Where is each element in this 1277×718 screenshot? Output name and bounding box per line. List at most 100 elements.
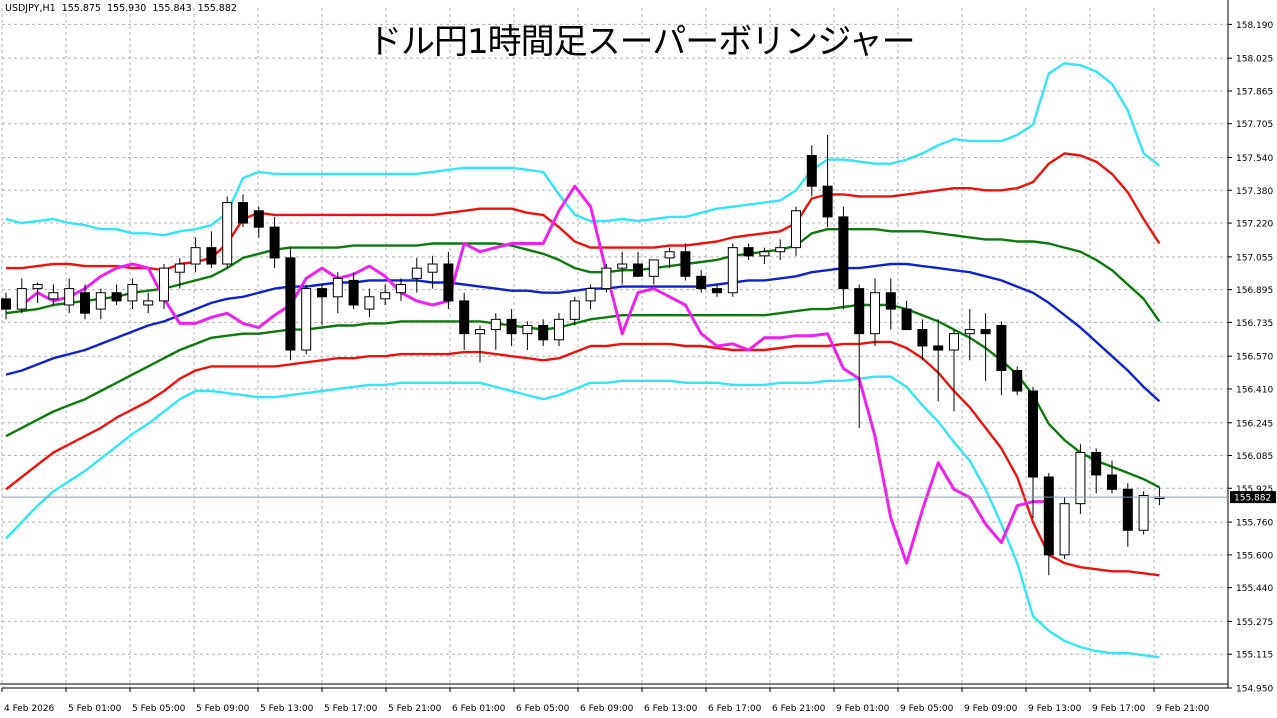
candle xyxy=(996,321,1007,396)
candle-body-bear xyxy=(743,247,754,257)
candle-body-bull xyxy=(490,318,501,331)
candle xyxy=(490,313,501,351)
y-tick-label: 158.190 xyxy=(1236,21,1273,31)
candle-body-bear xyxy=(1043,476,1054,556)
candle xyxy=(443,251,454,310)
candle xyxy=(522,321,533,351)
symbol-info-bar: USDJPY,H1 155.875 155.930 155.843 155.88… xyxy=(5,3,240,14)
candle xyxy=(111,284,122,305)
candle xyxy=(980,313,991,381)
candle xyxy=(348,272,359,310)
candle-body-bull xyxy=(143,300,154,306)
candle-body-bull xyxy=(648,259,659,277)
candle-body-bull xyxy=(759,251,770,257)
current-price-label: 155.882 xyxy=(1234,494,1271,504)
x-tick-label: 5 Feb 01:00 xyxy=(68,704,122,714)
candle xyxy=(1028,386,1038,518)
candle xyxy=(822,134,833,228)
x-tick-label: 6 Feb 21:00 xyxy=(772,704,826,714)
y-tick-label: 156.570 xyxy=(1236,353,1273,363)
candle xyxy=(569,296,580,326)
candle-body-bear xyxy=(1028,390,1038,478)
candle-body-bear xyxy=(901,308,912,331)
candle xyxy=(1138,491,1149,535)
candle-body-bull xyxy=(190,247,201,265)
candle xyxy=(459,292,470,351)
candle-body-bear xyxy=(206,247,217,265)
candle xyxy=(285,247,296,361)
x-tick-label: 5 Feb 09:00 xyxy=(196,704,250,714)
lower-3sigma-line xyxy=(5,375,1160,659)
candle xyxy=(253,206,264,238)
candle-body-bull xyxy=(301,288,312,351)
y-tick-label: 156.895 xyxy=(1236,286,1273,296)
candle xyxy=(585,284,596,310)
x-tick-label: 9 Feb 05:00 xyxy=(900,704,954,714)
candle xyxy=(806,145,817,197)
y-tick-label: 158.025 xyxy=(1236,55,1273,65)
candle-body-bull xyxy=(64,288,75,306)
chikou-line xyxy=(20,184,1049,565)
candle-body-bear xyxy=(885,292,896,310)
candle xyxy=(964,309,975,361)
candle xyxy=(648,259,659,285)
x-tick-label: 9 Feb 13:00 xyxy=(1028,704,1082,714)
candle-body-bull xyxy=(427,263,438,273)
y-tick-label: 155.275 xyxy=(1236,618,1273,628)
candle-body-bull xyxy=(48,292,59,300)
candle-body-bear xyxy=(317,288,327,298)
candle xyxy=(427,255,438,289)
candle-body-bull xyxy=(1075,451,1086,505)
candle xyxy=(16,278,27,314)
candle xyxy=(680,243,691,281)
candle-body-bull xyxy=(585,288,596,302)
x-tick-label: 9 Feb 17:00 xyxy=(1092,704,1146,714)
candle-body-bear xyxy=(980,329,991,335)
candle-body-bull xyxy=(411,267,422,279)
candle-body-bear xyxy=(285,257,296,351)
current-price-tag-bg xyxy=(1230,491,1276,504)
candle xyxy=(332,272,343,314)
candle-body-bull xyxy=(522,324,533,335)
x-tick-label: 6 Feb 17:00 xyxy=(708,704,762,714)
candle-body-bull xyxy=(95,292,106,310)
x-tick-label: 9 Feb 21:00 xyxy=(1156,704,1210,714)
candle-body-bear xyxy=(111,292,122,302)
candle xyxy=(633,251,643,277)
candle-body-bear xyxy=(1122,488,1133,531)
y-tick-label: 157.540 xyxy=(1236,154,1273,164)
candle-body-bear xyxy=(238,202,248,224)
candle-body-bear xyxy=(538,324,549,341)
candle xyxy=(933,319,944,402)
candle-body-bear xyxy=(696,275,707,290)
candle-body-bull xyxy=(727,247,738,294)
y-tick-label: 157.865 xyxy=(1236,87,1273,97)
candle xyxy=(901,300,912,331)
candle xyxy=(949,329,959,412)
candle xyxy=(1075,444,1086,514)
candle xyxy=(32,282,43,303)
y-tick-label: 155.115 xyxy=(1236,651,1273,661)
x-tick-label: 6 Feb 01:00 xyxy=(452,704,506,714)
candle-body-bear xyxy=(1012,370,1023,392)
candle-body-bull xyxy=(664,251,675,259)
candle-body-bull xyxy=(222,202,233,265)
x-tick-label: 4 Feb 2026 xyxy=(4,704,55,714)
candle-body-bear xyxy=(838,216,849,290)
candle-body-bear xyxy=(443,263,454,302)
candle-body-bear xyxy=(269,226,280,259)
candle xyxy=(317,284,327,326)
chikou-span xyxy=(20,184,1049,565)
candle xyxy=(206,231,217,269)
candle xyxy=(127,278,138,310)
y-tick-label: 155.760 xyxy=(1236,519,1273,529)
candle xyxy=(64,278,75,314)
x-tick-label: 6 Feb 05:00 xyxy=(516,704,570,714)
candle-body-bull xyxy=(380,292,391,300)
candle xyxy=(48,284,59,305)
candle xyxy=(727,243,738,297)
upper-3sigma-line xyxy=(5,62,1161,237)
candle xyxy=(885,278,896,330)
candle-body-bull xyxy=(174,263,185,273)
